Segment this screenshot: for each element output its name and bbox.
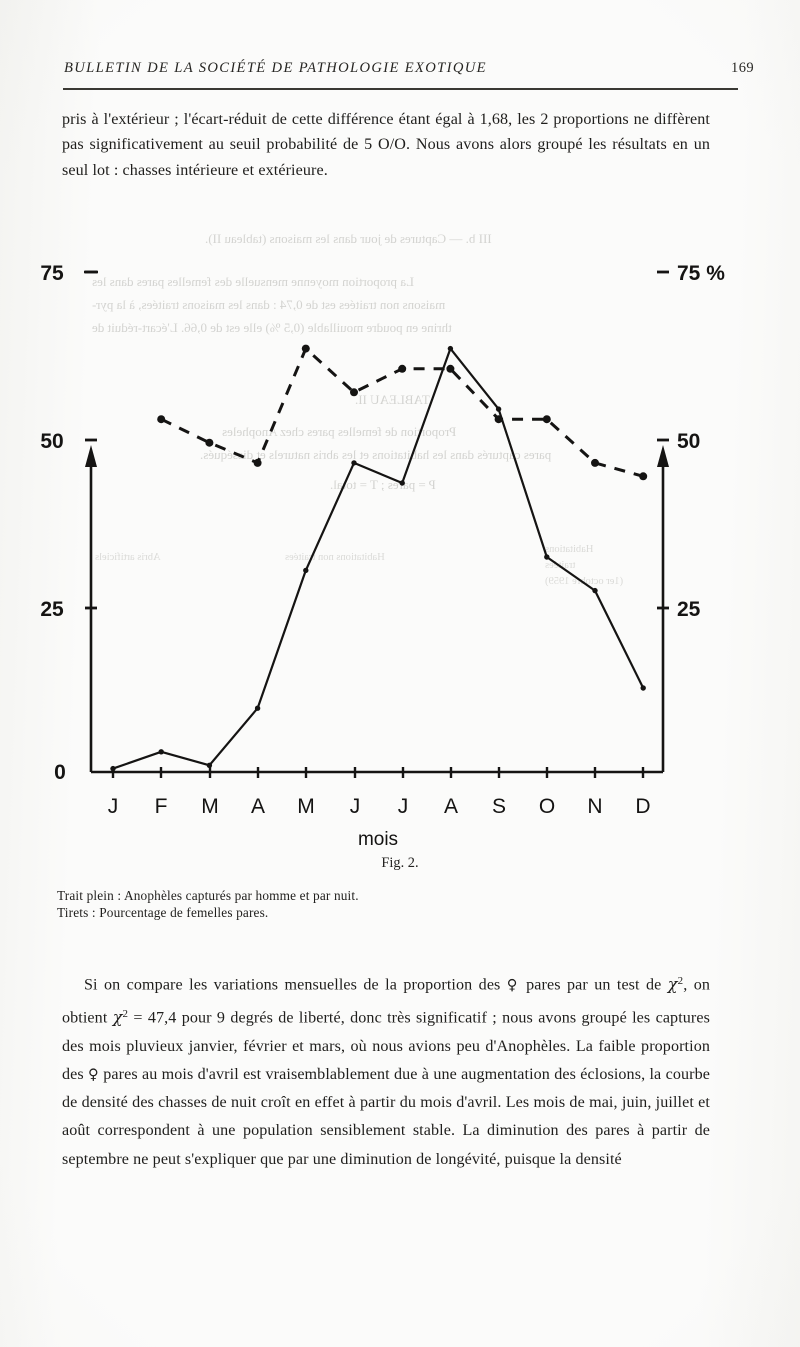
header-rule [63,88,738,90]
data-point [157,415,166,424]
x-label-aug: A [444,795,458,818]
legend-line-solid: Trait plein : Anophèles capturés par hom… [57,888,359,903]
running-head: BULLETIN DE LA SOCIÉTÉ DE PATHOLOGIE EXO… [64,60,754,77]
figure-2: III b. — Captures de jour dans les maiso… [0,215,800,935]
data-point [398,364,407,373]
data-point [206,762,213,768]
y-tick-right-50: 50 [677,430,700,453]
x-label-nov: N [587,795,602,818]
x-label-dec: D [635,795,650,818]
chi-exponent-1: 2 [677,975,684,987]
female-symbol-2: ♀ [88,1066,99,1083]
data-point [205,438,214,447]
figure-caption: Fig. 2. [381,855,419,871]
data-point [447,345,454,352]
bottom-text-c: , on obtient [62,976,710,1027]
female-symbol-1: ♀ [506,977,520,994]
legend-line-dashed: Tirets : Pourcentage de femelles pares. [57,905,269,921]
page-number: 169 [731,60,754,76]
x-label-jul: J [398,795,409,818]
journal-title: BULLETIN DE LA SOCIÉTÉ DE PATHOLOGIE EXO… [64,60,487,76]
figure-legend: Trait plein : Anophèles capturés par hom… [57,887,359,922]
data-point [591,458,599,467]
y-tick-right-75: 75 % [677,262,725,285]
x-axis-title: mois [358,829,398,850]
x-label-oct: O [539,795,555,818]
y-tick-left-0: 0 [54,761,66,784]
data-point [544,554,550,560]
data-point [640,685,646,691]
bottom-text-e: pares au mois d'avril est vraisemblablem… [62,1065,710,1168]
series-line [112,347,645,770]
data-point [399,480,405,486]
data-point [253,458,262,467]
bottom-text-a: Si on compare les variations mensuelles … [84,976,507,994]
bottom-text-d: = 47,4 pour 9 degrés de liberté, donc tr… [62,1009,710,1083]
x-label-jan: J [108,795,119,818]
paragraph-bottom: Si on compare les variations mensuelles … [62,967,710,1174]
y-tick-right-25: 25 [677,598,701,621]
data-point [351,460,357,466]
data-point [592,587,598,594]
x-label-may: M [297,795,315,818]
series-percentage-pares [157,344,648,481]
x-label-mar: M [201,795,219,818]
y-tick-left-75: 75 [40,262,64,285]
data-point [301,344,310,353]
chi-symbol-2: χ [112,1007,123,1027]
x-label-jun: J [350,795,361,818]
paragraph-top: pris à l'extérieur ; l'écart-réduit de c… [62,111,710,179]
chi-symbol-1: χ [667,974,678,994]
y-tick-left-25: 25 [40,598,64,621]
data-point [639,472,648,481]
data-point [254,705,261,711]
x-label-apr: A [251,795,265,818]
series-anopheles-density [110,345,646,772]
data-point [110,765,116,772]
data-point [303,567,309,574]
x-label-feb: F [155,795,168,818]
x-axis-ticks [111,767,645,778]
data-point [446,364,455,373]
bottom-text-b: pares par un test de [519,976,668,994]
data-point [542,415,551,424]
tick-marks [85,270,669,610]
chart-plot: 75 50 25 0 75 % 50 25 J F M A M J J A S … [40,262,725,850]
x-label-sep: S [492,795,506,818]
data-point [158,749,164,755]
chi-exponent-2: 2 [122,1007,129,1020]
data-point [495,406,502,412]
y-tick-left-50: 50 [40,430,63,453]
chart-axes [85,445,669,774]
data-point [350,388,358,397]
